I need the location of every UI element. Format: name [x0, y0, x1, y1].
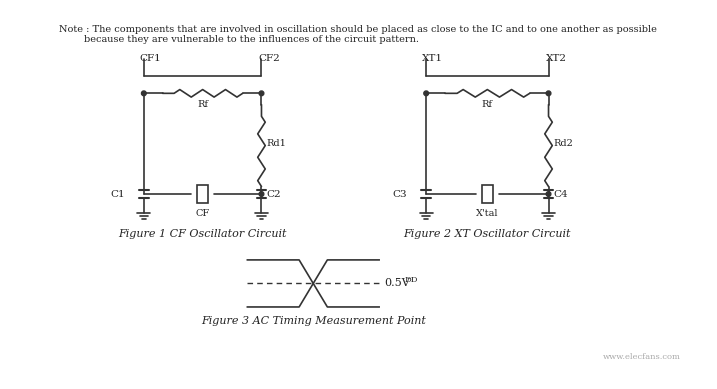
- Circle shape: [141, 91, 146, 96]
- Text: CF1: CF1: [139, 54, 161, 63]
- Text: CF: CF: [196, 209, 210, 218]
- Text: C4: C4: [554, 189, 568, 198]
- Text: C2: C2: [266, 189, 281, 198]
- Bar: [482, 185, 493, 203]
- Circle shape: [259, 91, 264, 96]
- Text: CF2: CF2: [259, 54, 280, 63]
- Text: Note : The components that are involved in oscillation should be placed as close: Note : The components that are involved …: [60, 25, 657, 44]
- Text: Rf: Rf: [482, 100, 493, 109]
- Text: Figure 2 XT Oscillator Circuit: Figure 2 XT Oscillator Circuit: [404, 229, 571, 239]
- Circle shape: [546, 192, 551, 196]
- Text: X'tal: X'tal: [476, 209, 498, 218]
- Text: 0.5V: 0.5V: [384, 279, 409, 288]
- Circle shape: [546, 91, 551, 96]
- Text: Rd2: Rd2: [554, 139, 573, 148]
- Circle shape: [424, 91, 429, 96]
- Text: XT1: XT1: [422, 54, 442, 63]
- Text: www.elecfans.com: www.elecfans.com: [602, 352, 680, 361]
- Text: Figure 1 CF Oscillator Circuit: Figure 1 CF Oscillator Circuit: [118, 229, 287, 239]
- Bar: [197, 185, 209, 203]
- Text: Rf: Rf: [197, 100, 208, 109]
- Circle shape: [259, 192, 264, 196]
- Text: Rd1: Rd1: [266, 139, 286, 148]
- Text: C3: C3: [393, 189, 407, 198]
- Text: DD: DD: [404, 276, 418, 284]
- Text: XT2: XT2: [546, 54, 566, 63]
- Text: Figure 3 AC Timing Measurement Point: Figure 3 AC Timing Measurement Point: [201, 316, 426, 326]
- Text: C1: C1: [110, 189, 125, 198]
